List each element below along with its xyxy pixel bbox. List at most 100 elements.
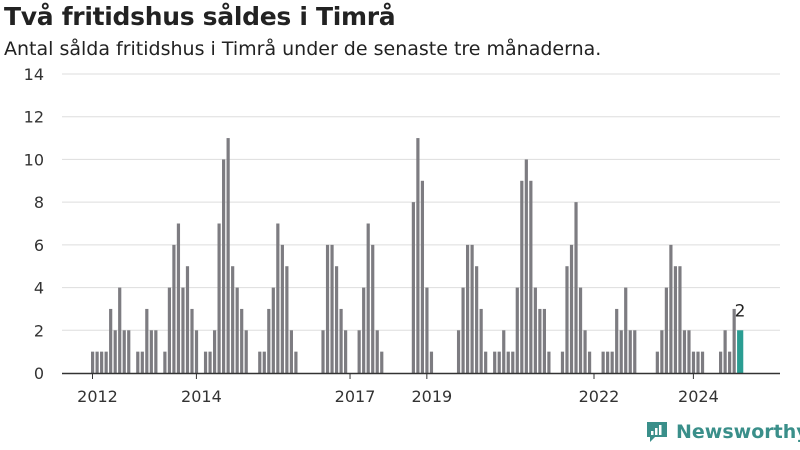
y-tick-label: 6 [34,236,44,255]
bar [325,244,330,373]
bar [524,159,528,373]
bar [456,330,461,373]
bar [240,308,244,373]
bar [262,351,266,373]
bar [285,266,289,373]
y-tick-label: 12 [24,108,44,127]
bar [118,287,122,373]
bar [145,308,149,373]
bar [574,202,578,373]
bar [497,351,501,373]
bar [723,330,727,373]
bar [587,351,592,373]
bar [100,351,104,373]
x-tick-label: 2012 [77,387,118,406]
bar [610,351,614,373]
x-tick-label: 2022 [579,387,620,406]
bar [569,244,574,373]
bar [371,244,375,373]
bar [520,180,524,373]
bar [691,351,696,373]
bar [529,180,533,373]
bar [366,223,370,373]
bar [258,351,262,373]
bar [506,351,510,373]
bar [511,351,515,373]
bar [484,351,488,373]
y-tick-label: 0 [34,364,44,383]
bar [416,138,420,373]
bar [664,287,668,373]
bar [470,244,474,373]
bar [475,266,479,373]
brand-logo: Newsworthy [645,420,800,444]
bar [127,330,131,373]
bar [176,223,181,373]
bar [267,308,271,373]
bar [493,351,497,373]
bar [185,266,190,373]
bar [276,223,280,373]
bar [334,266,339,373]
bar [633,330,637,373]
bar [615,308,619,373]
bar [687,330,691,373]
bar [411,202,415,373]
bar [339,308,343,373]
bar [244,330,248,373]
bar [606,351,610,373]
bar [682,330,687,373]
bar [163,351,167,373]
bar [429,351,434,373]
bar [208,351,212,373]
y-tick-label: 4 [34,279,44,298]
bar [357,330,361,373]
bar [271,287,275,373]
bar [732,308,736,373]
bar [172,244,176,373]
bar [235,287,239,373]
bar [719,351,723,373]
bar [294,351,298,373]
bar [542,308,546,373]
bar [628,330,632,373]
bar [167,287,172,373]
bar [502,330,506,373]
bar [222,159,226,373]
bar [560,351,565,373]
bar [533,287,537,373]
brand-name: Newsworthy [676,421,800,443]
bar [321,330,325,373]
bar [678,266,682,373]
bar [601,351,605,373]
bar [565,266,569,373]
bar [226,138,230,373]
bar [344,330,348,373]
bar [375,330,379,373]
y-tick-label: 10 [24,150,44,169]
bar [231,266,235,373]
bar [190,308,194,373]
bar [95,351,99,373]
bar [538,308,542,373]
bar [217,223,221,373]
bar [380,351,384,373]
bar [149,330,153,373]
bar [655,351,659,373]
bar [425,287,429,373]
bar [696,351,700,373]
bar [280,244,284,373]
bar [479,308,483,373]
bar [465,244,470,373]
last-value-label: 2 [735,301,746,321]
y-tick-label: 2 [34,321,44,340]
bar [619,330,623,373]
bar [109,308,113,373]
bar [181,287,185,373]
bar [91,351,95,373]
bar [113,330,117,373]
bar [669,244,673,373]
y-tick-label: 8 [34,193,44,212]
bar [203,351,208,373]
